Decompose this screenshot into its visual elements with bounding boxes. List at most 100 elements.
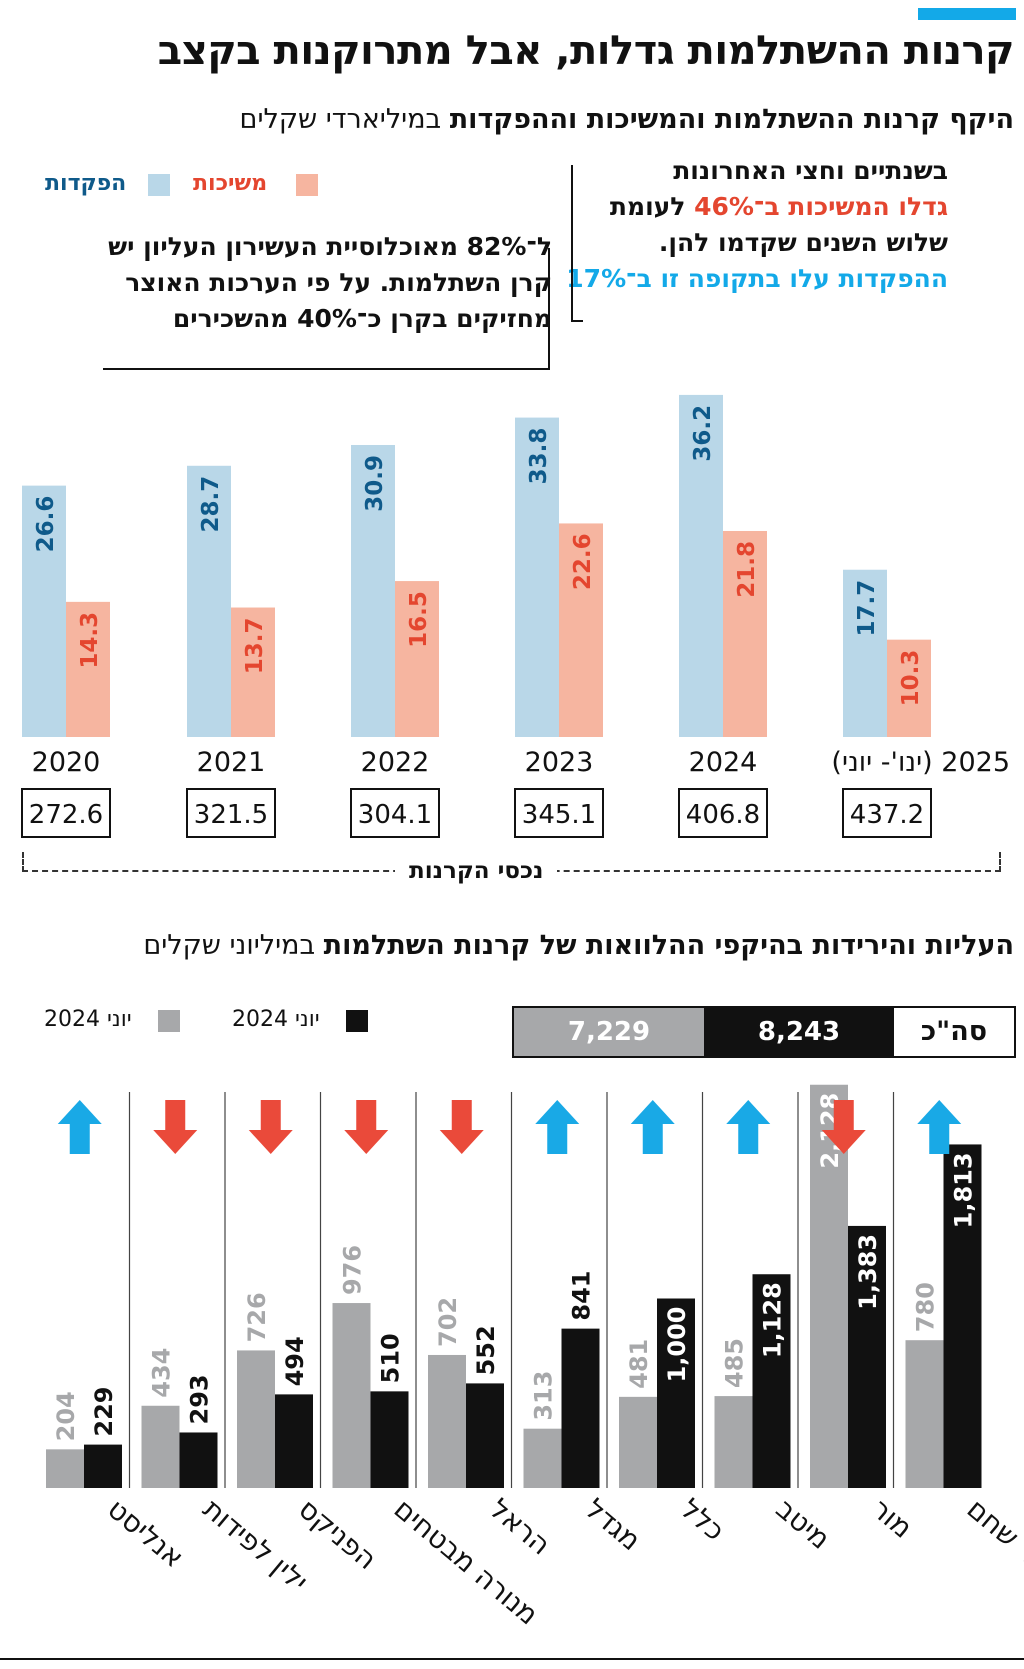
- deposits-bar: [351, 444, 395, 737]
- assets-label: נכסי הקרנות: [395, 858, 558, 884]
- dark-value-label: 510: [377, 1333, 405, 1383]
- light-bar: [237, 1350, 275, 1488]
- chart2-plot: 204 229 אנליסט 434 293 ילין לפידות 726 494 הפניק…: [46, 1084, 1024, 1632]
- dark-value-label: 1,000: [663, 1307, 691, 1383]
- dark-value-label: 552: [472, 1325, 500, 1375]
- arrow-up-icon: [917, 1100, 962, 1154]
- legend-withdrawals-label: משיכות: [193, 171, 268, 196]
- callout-left-line3: מחזיקים בקרן כ־40% מהשכירים: [172, 304, 552, 333]
- year-label: 2022: [360, 747, 430, 778]
- withdrawals-bar: [66, 601, 110, 737]
- total-light-value: 7,229: [514, 1008, 704, 1056]
- arrow-up-icon: [726, 1100, 771, 1154]
- chart1-subtitle: היקף קרנות ההשתלמות והמשיכות וההפקדות במ…: [240, 104, 1014, 135]
- arrow-down-icon: [248, 1100, 293, 1154]
- light-bar: [714, 1396, 753, 1488]
- assets-total-box: 345.1: [514, 788, 604, 838]
- light-value-label: 702: [434, 1297, 462, 1347]
- deposits-bar: [22, 485, 66, 737]
- assets-total-box: 406.8: [678, 788, 768, 838]
- withdrawals-bar: [723, 530, 767, 737]
- callout-left-line2: קרן השתלמות. על פי הערכות האוצר: [125, 268, 552, 297]
- arrow-up-icon: [630, 1100, 675, 1154]
- withdrawals-value-label: 16.5: [406, 591, 432, 648]
- chart1-plot: 26.6 14.3 28.7 13.7 30.9 16.5 33.8 22.6 36.2 21.8…: [22, 394, 931, 737]
- legend-dark-swatch: [346, 1010, 368, 1032]
- company-label: מור: [865, 1492, 919, 1545]
- company-label: אנליסט: [101, 1492, 190, 1574]
- deposits-bar: [515, 417, 559, 737]
- deposits-value-label: 30.9: [362, 455, 388, 512]
- callout-right-highlight-blue: ההפקדות עלו בתקופה זו ב־17%: [566, 264, 948, 293]
- chart1-subtitle-bold: היקף קרנות ההשתלמות והמשיכות וההפקדות: [449, 104, 1014, 135]
- dark-bar: [752, 1274, 791, 1488]
- light-bar: [141, 1405, 180, 1488]
- company-label: ילין לפידות: [197, 1492, 315, 1598]
- total-bar: 7,229 8,243 סה"כ: [512, 1006, 1016, 1058]
- deposits-value-label: 26.6: [33, 496, 59, 553]
- year-label: 2023: [524, 747, 594, 778]
- light-bar: [332, 1303, 371, 1488]
- arrow-up-icon: [57, 1100, 102, 1154]
- deposits-bar: [679, 394, 723, 737]
- year-label: 2024: [688, 747, 758, 778]
- light-value-label: 485: [721, 1338, 749, 1388]
- arrow-down-icon: [439, 1100, 484, 1154]
- callout-left: ל־82% מאוכלוסיית העשירון העליון יש קרן ה…: [108, 229, 552, 337]
- withdrawals-bar: [887, 639, 931, 737]
- light-bar: [810, 1084, 848, 1488]
- callout-right-line1: בשנתיים וחצי האחרונות: [673, 156, 948, 185]
- deposits-bar: [187, 465, 231, 737]
- callout-right-frame: [571, 165, 583, 322]
- chart2-subtitle-bold: העליות והירידות בהיקפי ההלוואות של קרנות…: [323, 930, 1014, 961]
- deposits-value-label: 17.7: [854, 580, 880, 637]
- callout-left-frame: [103, 248, 550, 370]
- chart2-subtitle: העליות והירידות בהיקפי ההלוואות של קרנות…: [143, 930, 1014, 961]
- assets-total-box: 321.5: [186, 788, 276, 838]
- light-bar: [523, 1428, 562, 1488]
- dark-bar: [943, 1144, 982, 1488]
- dark-bar: [179, 1432, 218, 1488]
- dark-bar: [466, 1383, 504, 1488]
- withdrawals-bar: [231, 607, 275, 737]
- assets-total-box: 304.1: [350, 788, 440, 838]
- callout-right-line2-rest: לעומת: [609, 192, 695, 221]
- dark-bar: [657, 1298, 695, 1488]
- arrow-down-icon: [153, 1100, 198, 1154]
- callout-right-highlight-red: גדלו המשיכות ב־46%: [694, 192, 948, 221]
- dark-value-label: 1,383: [854, 1234, 882, 1310]
- light-value-label: 434: [148, 1348, 176, 1398]
- dark-bar: [275, 1394, 313, 1488]
- year-label: 2021: [196, 747, 266, 778]
- arrow-up-icon: [535, 1100, 580, 1154]
- assets-total-box: 272.6: [21, 788, 111, 838]
- dark-value-label: 494: [281, 1336, 309, 1386]
- withdrawals-value-label: 10.3: [898, 650, 924, 707]
- light-value-label: 726: [243, 1292, 271, 1342]
- dark-bar: [370, 1391, 409, 1488]
- dark-bar: [561, 1328, 600, 1488]
- total-dark-value: 8,243: [704, 1008, 894, 1056]
- legend-withdrawals-swatch: [296, 174, 318, 196]
- year-label: 2025 (ינו'- יוני): [831, 747, 1010, 778]
- bottom-rule: [0, 1658, 1024, 1660]
- light-value-label: 976: [339, 1245, 367, 1295]
- light-bar: [46, 1449, 84, 1488]
- dark-value-label: 1,813: [950, 1152, 978, 1228]
- company-label: מגדל: [579, 1492, 648, 1557]
- arrow-down-icon: [821, 1100, 866, 1154]
- light-value-label: 313: [530, 1371, 558, 1421]
- deposits-value-label: 36.2: [690, 405, 716, 462]
- light-value-label: 204: [52, 1391, 80, 1441]
- company-label: כלל: [674, 1492, 731, 1547]
- year-label: 2020: [31, 747, 101, 778]
- legend-deposits-label: הפקדות: [45, 171, 127, 196]
- page-title: קרנות ההשתלמות גדלות, אבל מתרוקנות בקצב: [157, 28, 1015, 74]
- deposits-bar: [843, 569, 887, 737]
- callout-right-line2: גדלו המשיכות ב־46% לעומת: [566, 189, 948, 225]
- light-value-label: 481: [625, 1339, 653, 1389]
- company-label: הראל: [483, 1492, 557, 1561]
- light-bar: [619, 1396, 657, 1488]
- withdrawals-value-label: 22.6: [570, 533, 596, 590]
- deposits-value-label: 33.8: [526, 428, 552, 485]
